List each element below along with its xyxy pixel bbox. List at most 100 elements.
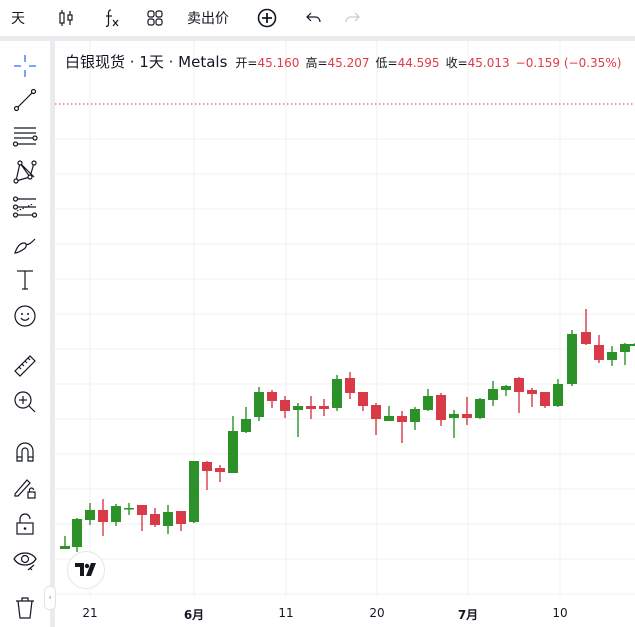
pattern-tool[interactable] bbox=[9, 156, 41, 188]
pencil-lock-icon bbox=[14, 479, 36, 499]
close-value: 45.013 bbox=[467, 56, 510, 70]
eye-icon bbox=[13, 552, 37, 571]
low-value: 44.595 bbox=[397, 56, 440, 70]
delete-tool[interactable] bbox=[9, 592, 41, 624]
candle bbox=[371, 403, 381, 435]
emoji-icon bbox=[14, 305, 36, 327]
tradingview-logo-icon bbox=[75, 563, 96, 576]
brush-tool[interactable] bbox=[9, 228, 41, 260]
zoom-in-icon bbox=[14, 391, 36, 413]
chart-pane[interactable]: 白银现货 · 1天 · Metals 开= 45.160 高= 45.207 低= 4… bbox=[55, 41, 635, 627]
candle bbox=[436, 393, 446, 426]
trend-line-icon bbox=[13, 88, 37, 112]
candle bbox=[594, 335, 604, 363]
layout-grid-icon bbox=[147, 10, 163, 26]
time-axis-label: 10 bbox=[552, 606, 568, 620]
time-axis-label: 11 bbox=[278, 606, 294, 620]
zoom-tool[interactable] bbox=[9, 386, 41, 418]
redo-icon bbox=[345, 12, 360, 23]
candle bbox=[241, 407, 251, 433]
top-toolbar: 天 卖出价 bbox=[0, 0, 635, 36]
crosshair-icon bbox=[14, 55, 36, 77]
lock-tool[interactable] bbox=[9, 508, 41, 540]
collapse-toolbar-button[interactable]: ‹ bbox=[44, 586, 56, 610]
chart-type-button[interactable] bbox=[52, 0, 80, 36]
measure-tool[interactable] bbox=[9, 350, 41, 382]
drawing-toolbar bbox=[0, 41, 50, 627]
ruler-icon bbox=[14, 355, 36, 377]
time-axis-label: 7月 bbox=[457, 608, 479, 622]
horizontal-lines-tool[interactable] bbox=[9, 120, 41, 152]
candle bbox=[475, 398, 485, 419]
candle bbox=[280, 396, 290, 418]
lock-icon bbox=[16, 513, 34, 535]
pattern-icon bbox=[13, 160, 37, 184]
trash-icon bbox=[16, 597, 34, 619]
trend-line-tool[interactable] bbox=[9, 84, 41, 116]
candle bbox=[540, 392, 550, 408]
text-tool[interactable] bbox=[9, 264, 41, 296]
candle bbox=[607, 346, 617, 366]
redo-button[interactable] bbox=[338, 0, 366, 36]
brush-icon bbox=[14, 238, 36, 254]
interval-button[interactable]: 天 bbox=[4, 0, 32, 36]
horizontal-lines-icon bbox=[12, 127, 38, 147]
candle bbox=[620, 343, 630, 365]
low-label: 低= bbox=[375, 56, 398, 70]
candle bbox=[553, 379, 563, 407]
interval-label: 天 bbox=[11, 11, 25, 27]
candle bbox=[60, 536, 70, 549]
candle bbox=[189, 461, 199, 523]
undo-icon bbox=[306, 12, 321, 23]
undo-button[interactable] bbox=[300, 0, 328, 36]
high-label: 高= bbox=[305, 56, 328, 70]
tradingview-logo[interactable] bbox=[67, 551, 105, 589]
open-label: 开= bbox=[235, 56, 258, 70]
candlestick-chart[interactable] bbox=[55, 41, 635, 627]
chevron-left-icon: ‹ bbox=[48, 593, 52, 603]
candle bbox=[124, 503, 134, 515]
candle bbox=[462, 397, 472, 425]
add-plus-icon bbox=[257, 8, 277, 28]
magnet-tool[interactable] bbox=[9, 436, 41, 468]
candle bbox=[567, 330, 577, 386]
candle bbox=[630, 343, 635, 346]
candle bbox=[85, 503, 95, 525]
indicators-button[interactable] bbox=[98, 0, 126, 36]
fib-icon bbox=[12, 196, 38, 218]
header-divider bbox=[0, 36, 635, 41]
candle bbox=[319, 399, 329, 416]
candle bbox=[215, 465, 225, 482]
candle bbox=[202, 461, 212, 490]
emoji-tool[interactable] bbox=[9, 300, 41, 332]
hide-tool[interactable] bbox=[9, 544, 41, 576]
layout-button[interactable] bbox=[141, 0, 169, 36]
candle bbox=[345, 372, 355, 399]
price-type-button[interactable]: 卖出价 bbox=[184, 0, 232, 36]
candle bbox=[423, 389, 433, 411]
high-value: 45.207 bbox=[327, 56, 370, 70]
candle bbox=[228, 416, 238, 473]
candle bbox=[501, 385, 511, 396]
time-axis-label: 20 bbox=[369, 606, 385, 620]
magnet-icon bbox=[16, 442, 34, 462]
price-type-label: 卖出价 bbox=[187, 11, 229, 27]
lock-drawings-tool[interactable] bbox=[9, 472, 41, 504]
candle bbox=[332, 375, 342, 411]
candle bbox=[397, 411, 407, 443]
symbol-title[interactable]: 白银现货 · 1天 · Metals bbox=[65, 53, 228, 71]
fib-tool[interactable] bbox=[9, 192, 41, 224]
candle bbox=[449, 410, 459, 438]
crosshair-tool[interactable] bbox=[9, 50, 41, 82]
candles-icon bbox=[59, 10, 73, 26]
candle bbox=[254, 387, 264, 421]
candle bbox=[514, 377, 524, 413]
candle bbox=[267, 390, 277, 408]
candle bbox=[527, 388, 537, 407]
candle bbox=[358, 392, 368, 411]
candle bbox=[410, 407, 420, 430]
candle bbox=[72, 518, 82, 552]
candle bbox=[306, 396, 316, 419]
candle bbox=[176, 511, 186, 531]
add-button[interactable] bbox=[253, 0, 281, 36]
